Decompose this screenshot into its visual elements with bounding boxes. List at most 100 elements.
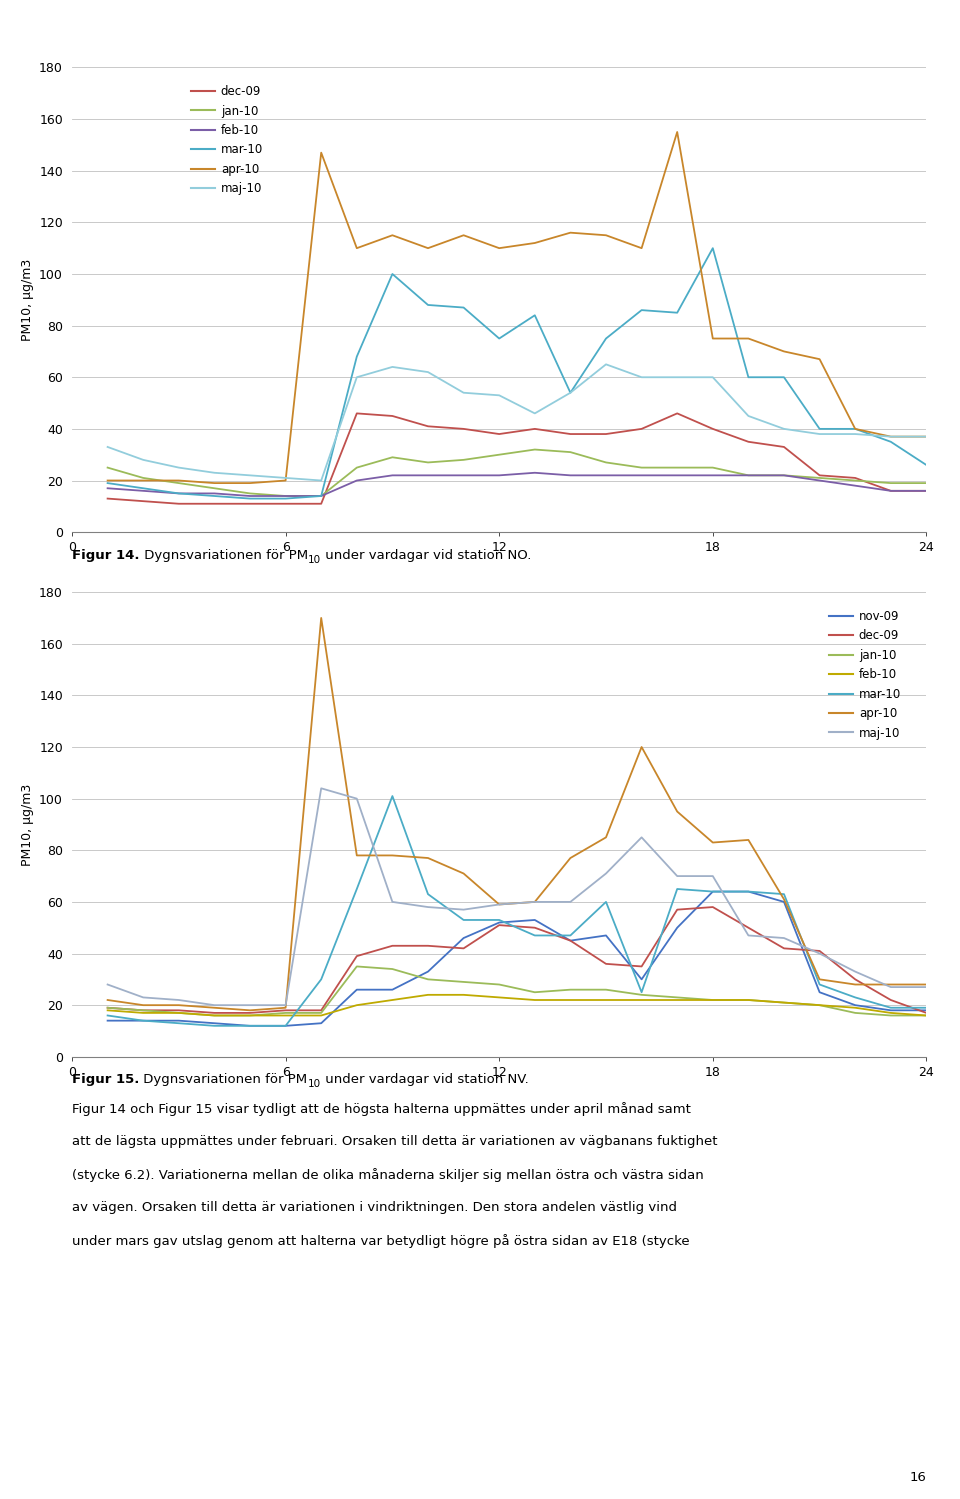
mar-10 bbox=[102, 1006, 113, 1024]
apr-10 bbox=[422, 240, 434, 258]
maj-10 bbox=[173, 991, 184, 1009]
jan-10 bbox=[885, 1006, 897, 1024]
maj-10 bbox=[102, 438, 113, 456]
jan-10 bbox=[280, 487, 292, 505]
feb-10 bbox=[921, 1006, 932, 1024]
jan-10 bbox=[280, 1004, 292, 1022]
jan-10 bbox=[244, 1006, 255, 1024]
mar-10 bbox=[671, 304, 683, 322]
dec-09 bbox=[921, 481, 932, 499]
maj-10 bbox=[351, 790, 363, 808]
dec-09 bbox=[779, 940, 790, 958]
dec-09 bbox=[458, 420, 469, 438]
apr-10 bbox=[850, 976, 861, 994]
jan-10 bbox=[493, 976, 505, 994]
maj-10 bbox=[422, 898, 434, 916]
nov-09 bbox=[173, 1012, 184, 1030]
maj-10 bbox=[850, 426, 861, 444]
maj-10 bbox=[244, 997, 255, 1015]
maj-10 bbox=[137, 451, 149, 469]
apr-10 bbox=[529, 893, 540, 911]
mar-10 bbox=[493, 911, 505, 929]
maj-10 bbox=[707, 369, 718, 387]
maj-10 bbox=[280, 997, 292, 1015]
feb-10 bbox=[921, 481, 932, 499]
feb-10 bbox=[814, 472, 826, 490]
nov-09 bbox=[636, 970, 647, 988]
dec-09 bbox=[636, 420, 647, 438]
dec-09 bbox=[173, 495, 184, 513]
Y-axis label: PM10, μg/m3: PM10, μg/m3 bbox=[20, 259, 34, 340]
maj-10 bbox=[458, 901, 469, 919]
apr-10 bbox=[102, 991, 113, 1009]
feb-10 bbox=[280, 1006, 292, 1024]
apr-10 bbox=[387, 847, 398, 865]
mar-10 bbox=[493, 330, 505, 348]
dec-09 bbox=[707, 898, 718, 916]
mar-10 bbox=[137, 1012, 149, 1030]
nov-09 bbox=[885, 1001, 897, 1019]
dec-09 bbox=[458, 940, 469, 958]
maj-10 bbox=[850, 962, 861, 980]
apr-10 bbox=[636, 738, 647, 755]
feb-10 bbox=[208, 484, 220, 502]
jan-10 bbox=[102, 998, 113, 1016]
dec-09 bbox=[387, 406, 398, 426]
mar-10 bbox=[814, 976, 826, 994]
feb-10 bbox=[600, 991, 612, 1009]
mar-10 bbox=[921, 456, 932, 474]
maj-10 bbox=[244, 466, 255, 484]
apr-10 bbox=[885, 976, 897, 994]
apr-10 bbox=[422, 848, 434, 866]
maj-10 bbox=[885, 979, 897, 997]
maj-10 bbox=[493, 895, 505, 913]
maj-10 bbox=[173, 459, 184, 477]
maj-10 bbox=[671, 369, 683, 387]
mar-10 bbox=[208, 1016, 220, 1034]
jan-10 bbox=[208, 480, 220, 498]
mar-10 bbox=[208, 487, 220, 505]
maj-10 bbox=[671, 866, 683, 884]
maj-10 bbox=[921, 979, 932, 997]
nov-09 bbox=[814, 983, 826, 1001]
nov-09 bbox=[458, 929, 469, 947]
feb-10 bbox=[422, 986, 434, 1004]
feb-10 bbox=[671, 991, 683, 1009]
feb-10 bbox=[387, 991, 398, 1009]
feb-10 bbox=[636, 991, 647, 1009]
apr-10 bbox=[316, 144, 327, 162]
mar-10 bbox=[316, 487, 327, 505]
maj-10 bbox=[814, 944, 826, 962]
apr-10 bbox=[173, 997, 184, 1015]
Line: nov-09: nov-09 bbox=[108, 892, 926, 1025]
Text: 10: 10 bbox=[307, 555, 321, 565]
jan-10 bbox=[636, 459, 647, 477]
nov-09 bbox=[422, 962, 434, 980]
apr-10 bbox=[743, 830, 755, 848]
Line: mar-10: mar-10 bbox=[108, 796, 926, 1025]
feb-10 bbox=[743, 991, 755, 1009]
feb-10 bbox=[280, 487, 292, 505]
feb-10 bbox=[351, 997, 363, 1015]
dec-09 bbox=[102, 998, 113, 1016]
maj-10 bbox=[137, 988, 149, 1006]
feb-10 bbox=[671, 466, 683, 484]
dec-09 bbox=[743, 433, 755, 451]
mar-10 bbox=[743, 369, 755, 387]
maj-10 bbox=[600, 865, 612, 883]
apr-10 bbox=[244, 474, 255, 492]
nov-09 bbox=[850, 997, 861, 1015]
nov-09 bbox=[600, 926, 612, 944]
mar-10 bbox=[173, 484, 184, 502]
feb-10 bbox=[173, 1004, 184, 1022]
Text: Figur 15.: Figur 15. bbox=[72, 1073, 139, 1087]
jan-10 bbox=[458, 973, 469, 991]
dec-09 bbox=[814, 941, 826, 959]
dec-09 bbox=[885, 481, 897, 499]
dec-09 bbox=[671, 405, 683, 423]
feb-10 bbox=[458, 986, 469, 1004]
jan-10 bbox=[351, 459, 363, 477]
apr-10 bbox=[280, 998, 292, 1016]
maj-10 bbox=[636, 829, 647, 847]
dec-09 bbox=[600, 955, 612, 973]
